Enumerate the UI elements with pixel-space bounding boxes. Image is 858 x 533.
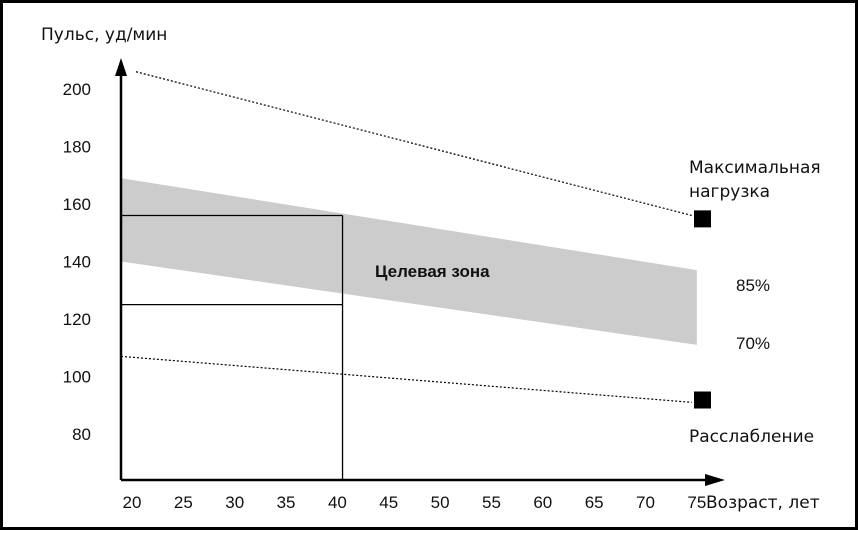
y-axis-title: Пульс, уд/мин — [41, 25, 167, 45]
x-tick-label: 20 — [123, 493, 142, 512]
y-tick-label: 200 — [63, 80, 91, 99]
x-tick-label: 75 — [687, 493, 706, 512]
x-tick-label: 45 — [379, 493, 398, 512]
x-axis-arrow — [705, 474, 725, 486]
x-tick-label: 50 — [431, 493, 450, 512]
band-lower-percent-label: 70% — [736, 334, 770, 353]
target-zone-band — [121, 178, 697, 345]
max-load-label-line2: нагрузка — [689, 182, 770, 202]
y-tick-label: 100 — [63, 368, 91, 387]
y-tick-label: 120 — [63, 310, 91, 329]
rest-line — [120, 355, 692, 403]
x-axis-title: Возраст, лет — [706, 493, 820, 513]
y-tick-label: 80 — [72, 425, 91, 444]
max-load-marker — [693, 210, 711, 228]
heart-rate-chart: 80 100 120 140 160 180 200 20 25 30 35 40 45 50 55 60 65… — [41, 25, 821, 513]
y-tick-label: 140 — [63, 253, 91, 272]
y-tick-label: 180 — [63, 138, 91, 157]
rest-marker — [693, 391, 711, 409]
band-upper-percent-label: 85% — [736, 276, 770, 295]
x-tick-label: 30 — [225, 493, 244, 512]
y-axis-arrow — [115, 58, 127, 76]
x-tick-label: 25 — [174, 493, 193, 512]
x-tick-label: 60 — [533, 493, 552, 512]
target-zone-label: Целевая зона — [375, 262, 490, 281]
max-load-label-line1: Максимальная — [689, 158, 821, 178]
x-tick-label: 70 — [636, 493, 655, 512]
y-tick-label: 160 — [63, 195, 91, 214]
rest-label: Расслабление — [689, 427, 814, 447]
x-tick-label: 35 — [277, 493, 296, 512]
x-tick-label: 40 — [328, 493, 347, 512]
x-tick-label: 65 — [585, 493, 604, 512]
x-tick-label: 55 — [482, 493, 501, 512]
